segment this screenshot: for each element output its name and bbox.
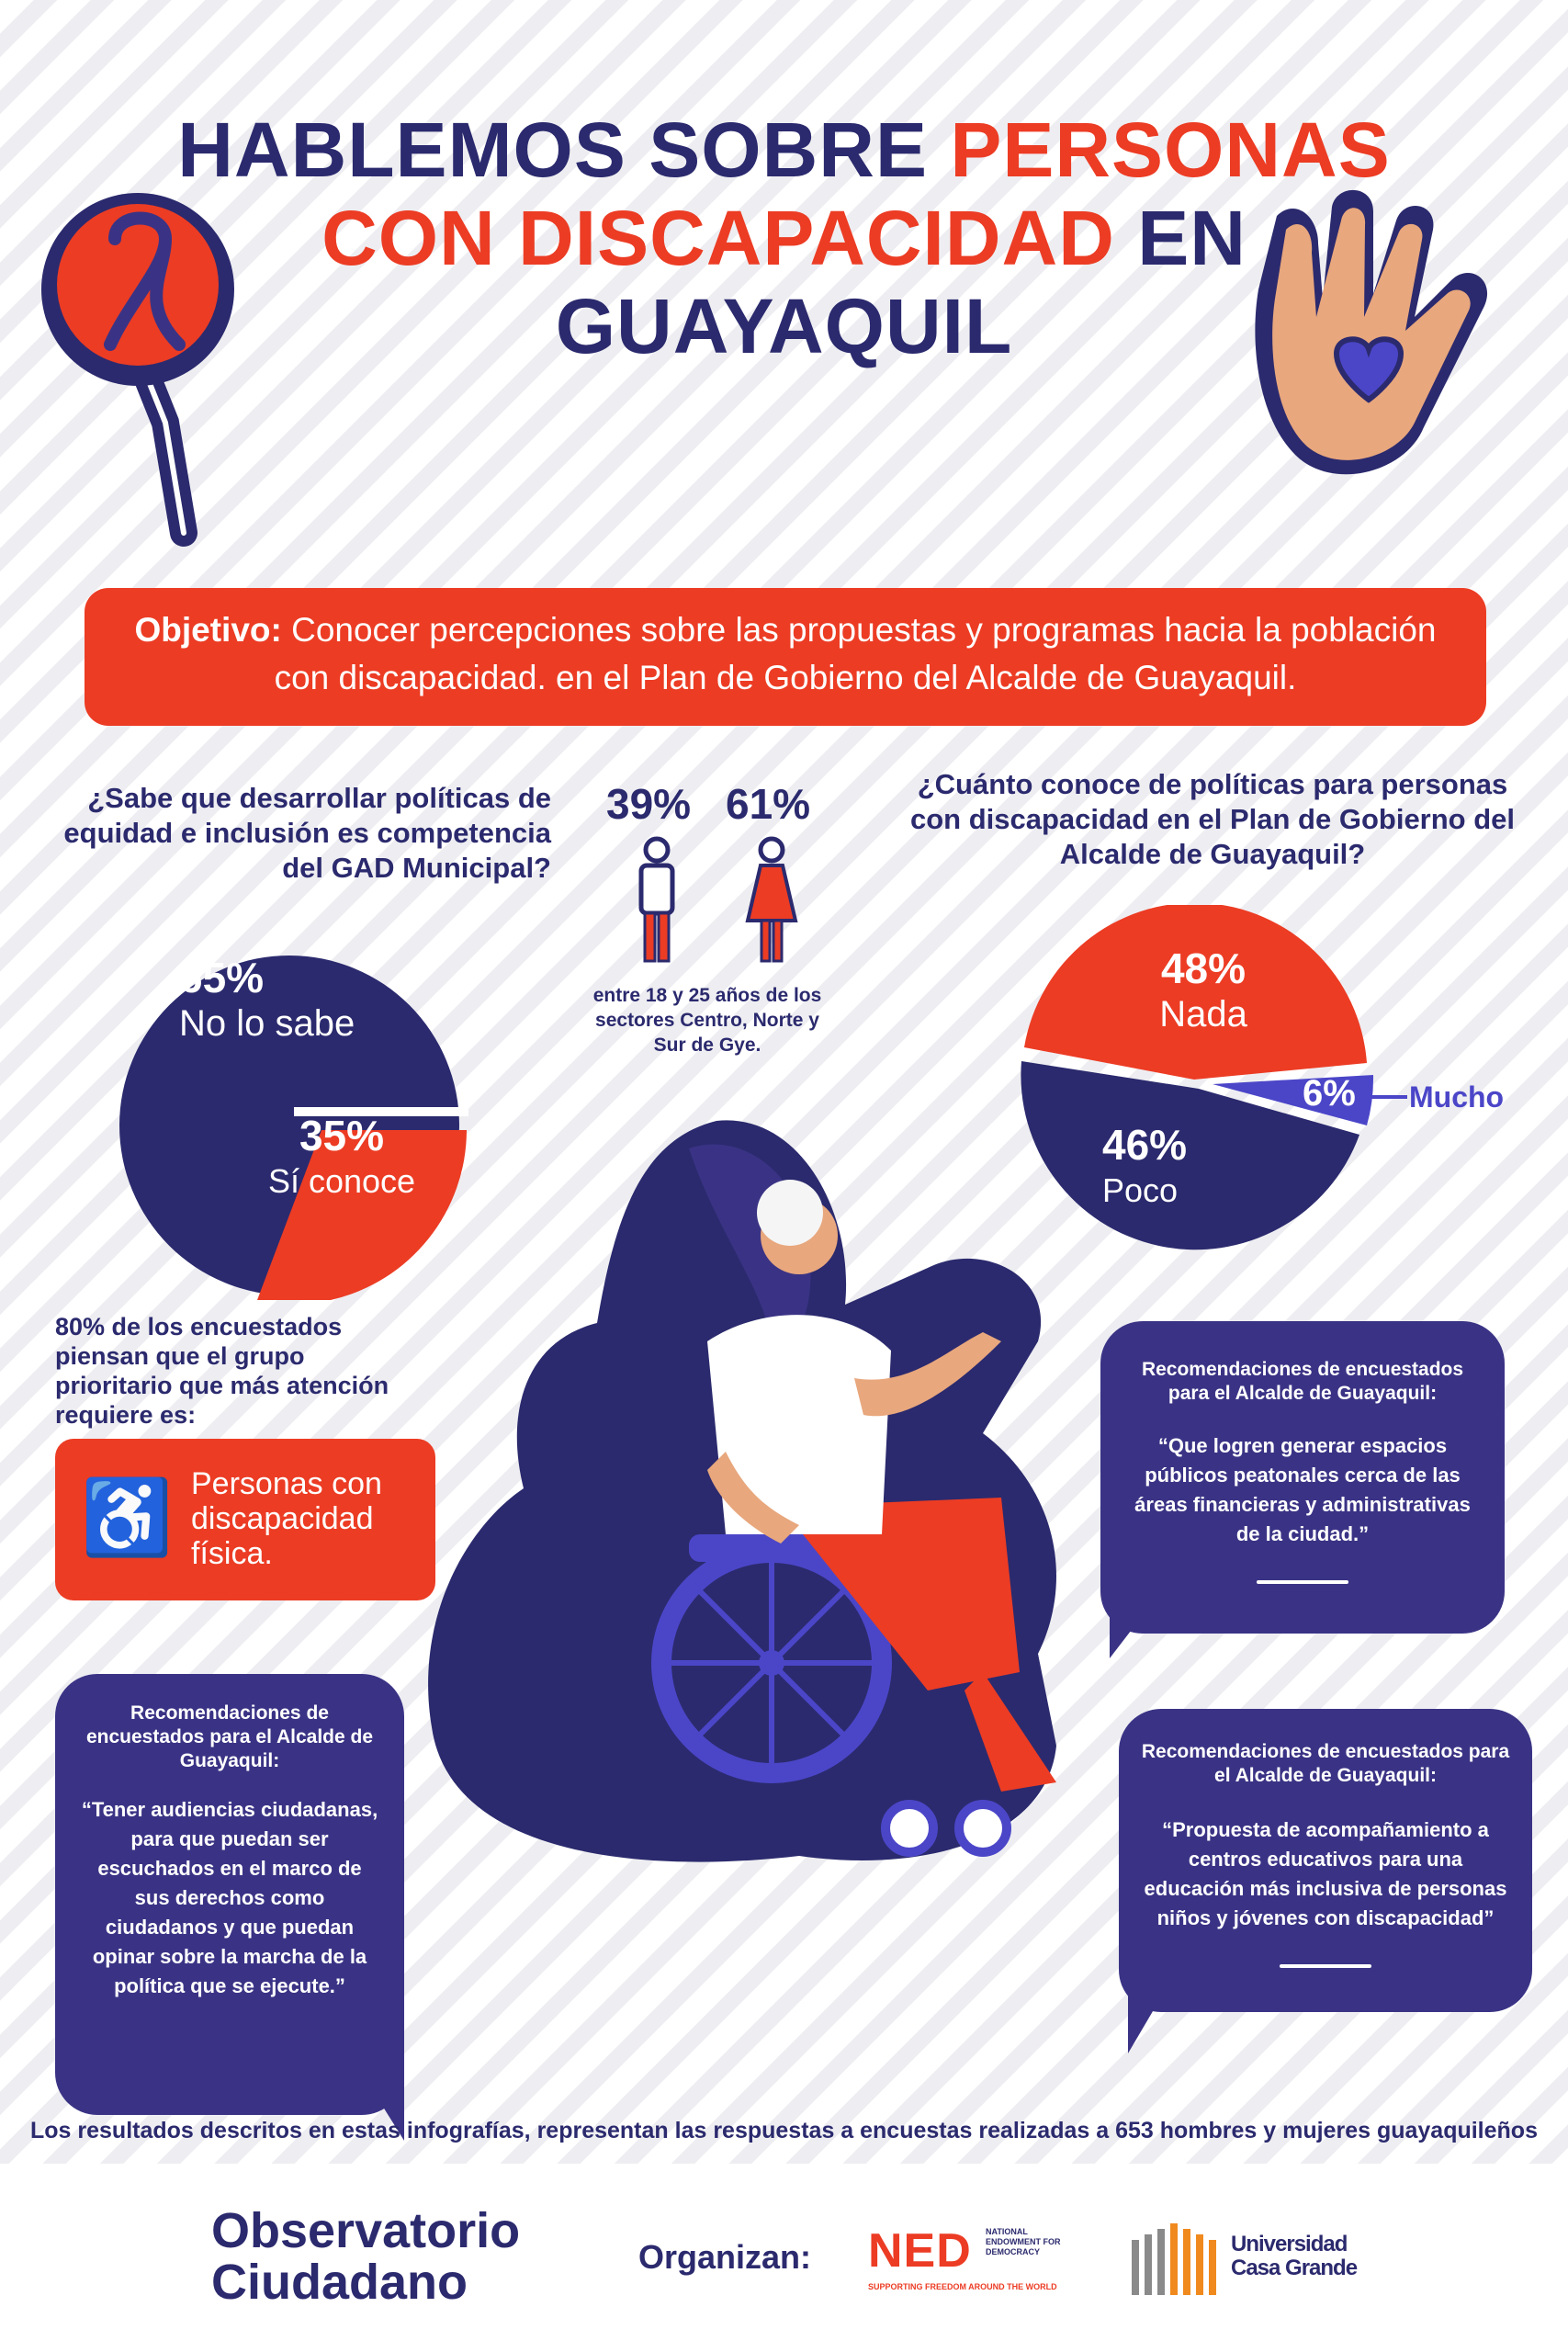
q1-label-si-conoce: 35% Sí conoce [267, 1112, 416, 1200]
casa-grande-logo-mark [1132, 2223, 1216, 2295]
priority-box-text: Personas con discapacidad física. [191, 1466, 382, 1571]
recommendation-bubble-3: Recomendaciones de encuestados para el A… [1119, 1709, 1532, 2012]
q2-slice-nada [1024, 905, 1367, 1080]
objective-banner: Objetivo: Conocer percepciones sobre las… [85, 588, 1486, 726]
recommendation-bubble-2: Recomendaciones de encuestados para el A… [55, 1674, 404, 2115]
female-percentage: 61% [726, 780, 811, 828]
demographics-note: entre 18 y 25 años de los sectores Centr… [592, 985, 822, 1056]
q2-slice-poco [1021, 1061, 1359, 1250]
q2-label-mucho: Mucho [1409, 1080, 1505, 1114]
bubble-2-tail [358, 2067, 404, 2141]
q2-leader-line [1371, 1095, 1407, 1099]
q1-slice-si-conoce [257, 1130, 467, 1300]
page-title: HABLEMOS SOBRE PERSONAS CON DISCAPACIDAD… [177, 107, 1391, 369]
survey-footnote: Los resultados descritos en estas infogr… [30, 2118, 1538, 2143]
q1-label-no-lo-sabe: 65% No lo sabe [179, 954, 355, 1044]
q2-label-nada: 48% Nada [1159, 944, 1247, 1035]
ribbon-balloon-icon [41, 193, 234, 547]
q2-question: ¿Cuánto conoce de políticas para persona… [909, 768, 1516, 870]
priority-box: ♿ Personas con discapacidad física. [55, 1439, 435, 1600]
casa-grande-logo-text: Universidad Casa Grande [1231, 2232, 1358, 2280]
q2-slice-mucho [1213, 1075, 1374, 1125]
bubble-3-tail [1128, 1975, 1174, 2053]
wheelchair-icon: ♿ [81, 1476, 173, 1558]
hand-heart-icon [1255, 189, 1488, 475]
observatorio-ciudadano-logo: Observatorio Ciudadano [211, 2203, 521, 2310]
q1-slice-no-lo-sabe [289, 956, 459, 1125]
objective-text: Conocer percepciones sobre las propuesta… [274, 611, 1437, 696]
wheelchair-person-illustration [428, 1120, 1056, 1862]
male-icon [638, 836, 675, 963]
organizan-label: Organizan: [638, 2238, 812, 2276]
objective-label: Objetivo: [134, 611, 282, 649]
recommendation-bubble-1: Recomendaciones de encuestados para el A… [1100, 1321, 1505, 1634]
male-percentage: 39% [606, 780, 692, 828]
q2-pie-chart [1021, 905, 1374, 1250]
q1-question: ¿Sabe que desarrollar políticas de equid… [63, 782, 551, 884]
priority-intro: 80% de los encuestados piensan que el gr… [55, 1313, 389, 1429]
q2-label-mucho-pct: 6% [1303, 1073, 1356, 1114]
female-icon [745, 836, 798, 963]
q2-label-poco: 46% Poco [1102, 1121, 1188, 1209]
bubble-1-tail [1110, 1599, 1156, 1658]
ned-logo: NED NATIONAL ENDOWMENT FOR DEMOCRACY SUP… [868, 2224, 1061, 2291]
q1-pie-chart [119, 956, 468, 1300]
